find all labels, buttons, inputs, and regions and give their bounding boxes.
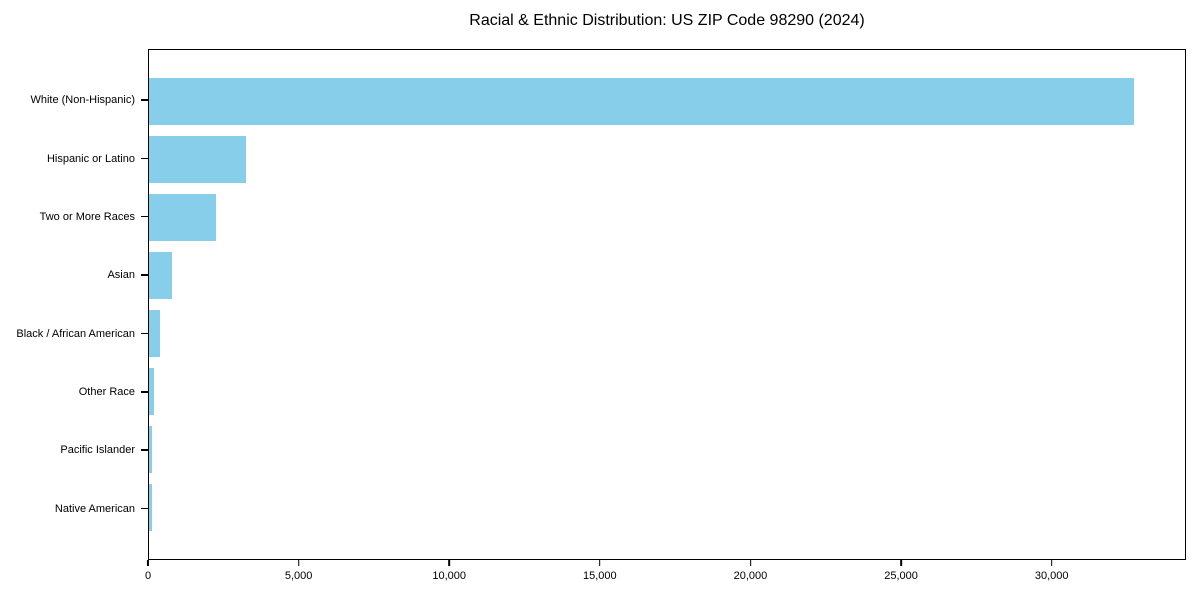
y-tick-row: Pacific Islander (0, 421, 148, 479)
x-tick-label: 5,000 (284, 570, 313, 582)
x-tick-label: 30,000 (1034, 570, 1069, 582)
bar-row (149, 479, 1185, 537)
bar (149, 251, 172, 299)
y-tick-mark (141, 215, 148, 218)
y-tick-row: Native American (0, 480, 148, 538)
y-tick-mark (141, 157, 148, 160)
y-tick-mark (141, 507, 148, 510)
y-tick-label: White (Non-Hispanic) (30, 94, 135, 107)
x-tick-label: 15,000 (583, 570, 617, 582)
bar-row (149, 421, 1185, 479)
y-tick-label: Hispanic or Latino (46, 152, 135, 165)
bar-row (149, 130, 1185, 188)
bar (149, 484, 152, 532)
y-tick-mark (141, 391, 148, 393)
y-tick-label: Two or More Races (39, 210, 135, 223)
y-tick-label: Native American (54, 502, 135, 515)
x-tick-mark (749, 560, 752, 566)
bar (149, 368, 154, 416)
x-tick-mark (599, 560, 601, 566)
y-tick-label: Other Race (78, 386, 135, 399)
bar (149, 77, 1134, 125)
x-tick-mark (448, 560, 450, 566)
bar (149, 135, 247, 183)
y-tick-row: White (Non-Hispanic) (0, 71, 148, 129)
y-tick-label: Black / African American (16, 327, 135, 340)
chart-title: Racial & Ethnic Distribution: US ZIP Cod… (469, 12, 865, 29)
x-tick-mark (1050, 560, 1053, 566)
y-tick-label: Asian (107, 269, 135, 282)
y-tick-row: Hispanic or Latino (0, 129, 148, 187)
bar-row (149, 305, 1185, 363)
y-axis: White (Non-Hispanic) Hispanic or Latino Tw… (0, 49, 148, 560)
x-tick-label: 10,000 (432, 570, 467, 582)
y-tick-row: Asian (0, 246, 148, 304)
plot-area (148, 49, 1186, 560)
x-tick: 15,000 (583, 560, 617, 582)
x-tick-label: 25,000 (884, 570, 918, 582)
x-tick-label: 0 (144, 570, 152, 582)
bar-row (149, 188, 1185, 246)
x-tick-mark (297, 560, 300, 566)
x-tick-mark (147, 560, 149, 566)
bar (149, 310, 161, 358)
x-tick: 20,000 (733, 560, 768, 582)
x-axis: 0 5,000 10,000 15,000 20,000 25,000 30,000 (145, 560, 1186, 592)
y-tick-row: Black / African American (0, 305, 148, 363)
x-tick: 30,000 (1034, 560, 1069, 582)
x-tick: 5,000 (284, 560, 313, 582)
y-tick-mark (141, 274, 148, 276)
bar-row (149, 363, 1185, 421)
bar (149, 193, 217, 241)
y-tick-row: Two or More Races (0, 188, 148, 246)
y-tick-label: Pacific Islander (60, 444, 135, 457)
bar-row (149, 246, 1185, 304)
x-tick-label: 20,000 (733, 570, 768, 582)
x-tick: 25,000 (884, 560, 918, 582)
x-tick: 0 (145, 560, 151, 582)
x-tick: 10,000 (432, 560, 466, 582)
bar-row (149, 72, 1185, 130)
y-tick-mark (141, 332, 148, 335)
y-tick-row: Other Race (0, 363, 148, 421)
y-tick-mark (141, 99, 148, 101)
y-tick-mark (141, 449, 148, 451)
bar (149, 426, 152, 474)
x-tick-mark (900, 560, 902, 566)
